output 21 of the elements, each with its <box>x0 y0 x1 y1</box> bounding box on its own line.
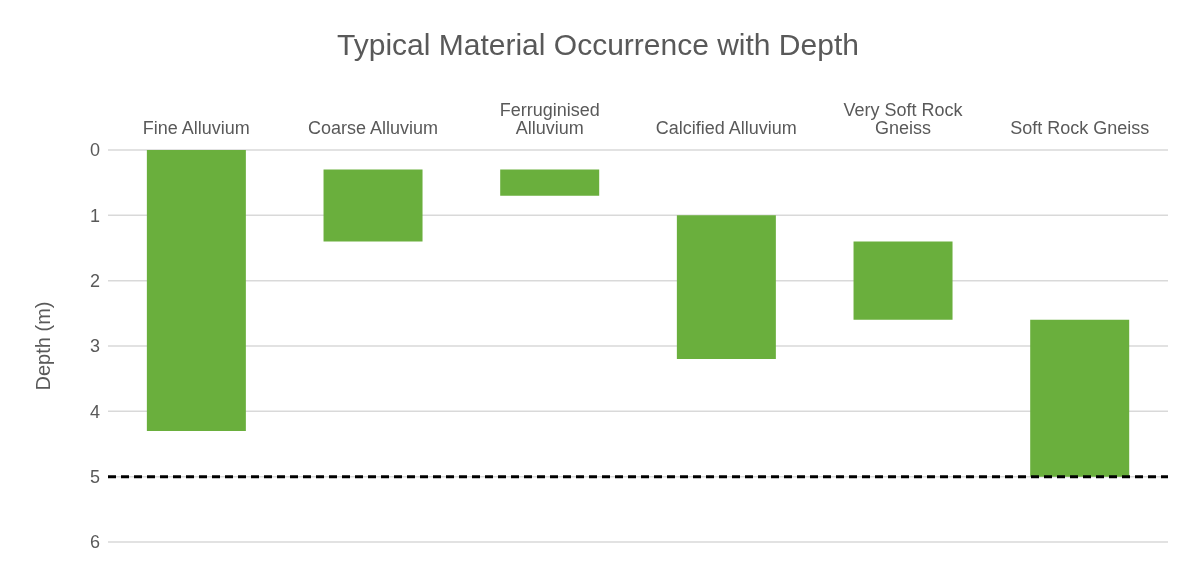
bar <box>146 150 246 431</box>
y-tick-label: 6 <box>89 532 100 553</box>
chart-title: Typical Material Occurrence with Depth <box>336 28 860 62</box>
y-tick-label: 1 <box>89 205 100 226</box>
bar <box>323 169 423 242</box>
x-tick-label: Fine Alluvium <box>142 118 250 138</box>
y-tick-label: 2 <box>89 271 100 292</box>
x-tick-label: Ferruginised Alluvium <box>499 100 600 138</box>
y-axis-title: Depth (m) <box>32 301 55 391</box>
bar <box>1030 319 1130 477</box>
bar <box>853 241 953 320</box>
y-tick-label: 0 <box>89 140 100 161</box>
x-tick-label: Coarse Alluvium <box>307 118 439 138</box>
x-tick-label: Calcified Alluvium <box>655 118 797 138</box>
x-tick-label: Soft Rock Gneiss <box>1010 118 1150 138</box>
x-tick-label: Very Soft Rock Gneiss <box>843 100 964 138</box>
bar <box>500 169 600 196</box>
y-tick-label: 3 <box>89 336 100 357</box>
y-tick-label: 5 <box>89 467 100 488</box>
bar <box>676 215 776 360</box>
y-tick-label: 4 <box>89 401 100 422</box>
